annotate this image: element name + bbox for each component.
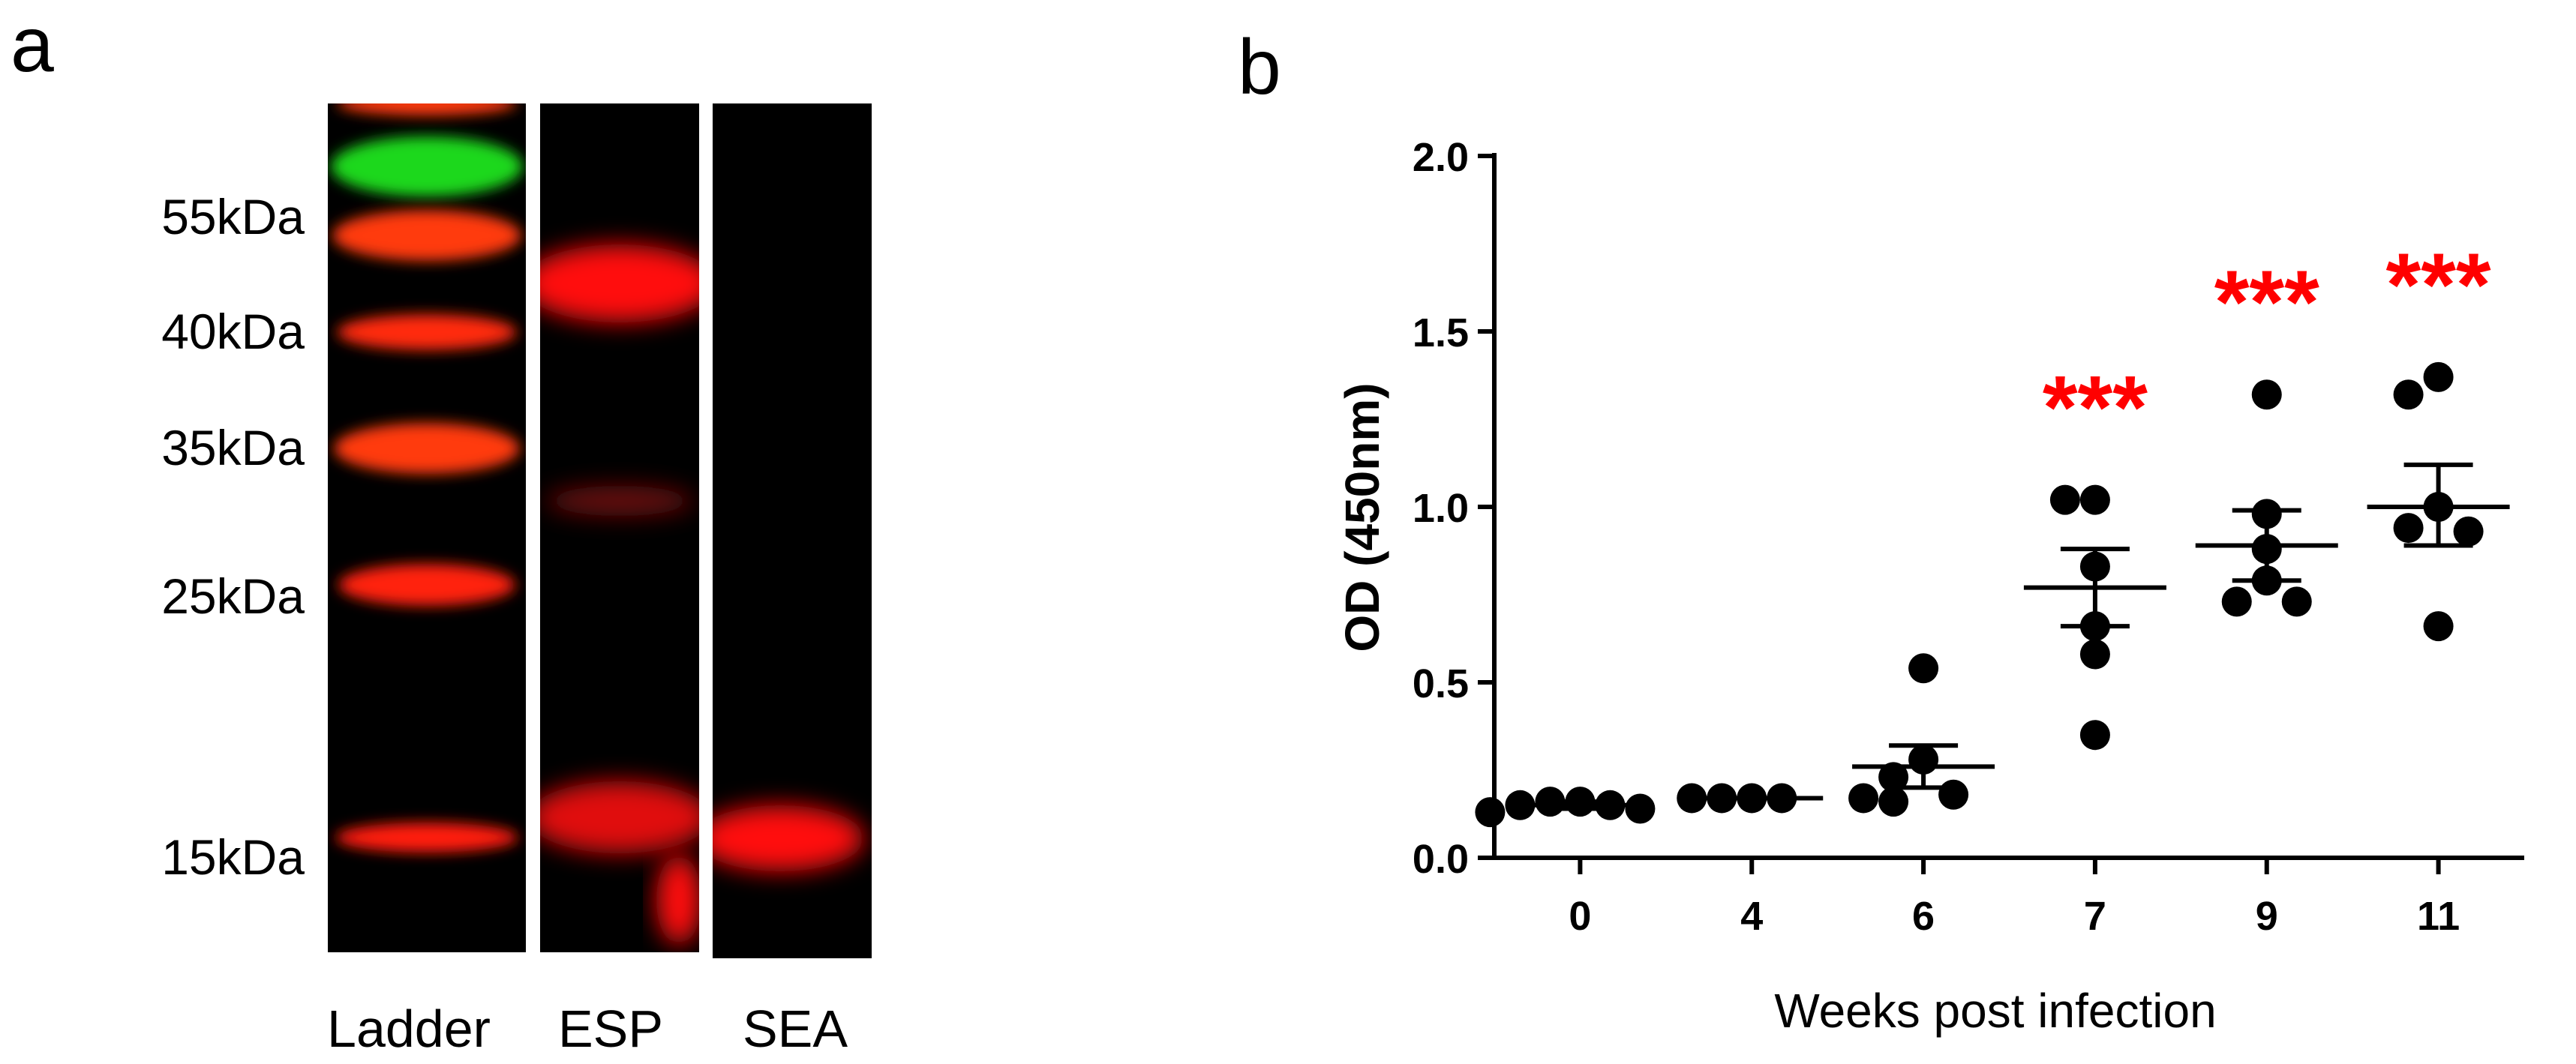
x-tick-label: 11 xyxy=(2417,894,2460,939)
lane-label-esp: ESP xyxy=(558,1000,663,1058)
y-tick-label: 1.0 xyxy=(1413,486,1469,531)
sea-band-15kda xyxy=(713,805,864,871)
y-tick-label: 0.5 xyxy=(1413,661,1469,706)
blot-lane-esp xyxy=(540,103,699,952)
data-point xyxy=(1625,793,1656,824)
esp-band-tail xyxy=(656,855,699,945)
panel-a: a 55kDa 40kDa 35kDa 25kDa 15kDa xyxy=(11,1,872,1058)
data-point xyxy=(1878,787,1909,817)
lane-label-sea: SEA xyxy=(743,1000,848,1058)
data-point xyxy=(1878,762,1909,793)
ladder-band-green xyxy=(331,136,523,196)
data-point xyxy=(2423,361,2454,392)
ladder-band-25kda xyxy=(338,564,515,606)
blot-lane-ladder xyxy=(328,103,526,952)
marker-label-35kda: 35kDa xyxy=(161,420,305,475)
ladder-band-35kda xyxy=(334,423,520,474)
y-tick-label: 0.0 xyxy=(1413,837,1469,882)
panel-b-label: b xyxy=(1238,24,1281,111)
x-tick-label: 6 xyxy=(1912,894,1935,939)
significance-marker: *** xyxy=(2386,235,2491,335)
ladder-band-55kda xyxy=(332,210,521,261)
x-tick-label: 4 xyxy=(1740,894,1763,939)
data-point xyxy=(2049,484,2080,515)
data-point xyxy=(1938,779,1969,810)
significance-marker: *** xyxy=(2214,252,2319,352)
marker-label-55kda: 55kDa xyxy=(161,189,305,244)
data-point xyxy=(2393,379,2424,410)
data-point xyxy=(2079,484,2110,515)
esp-band-low xyxy=(540,781,699,853)
x-tick-label: 9 xyxy=(2256,894,2278,939)
significance-marker: *** xyxy=(2043,358,2148,458)
x-axis-title: Weeks post infection xyxy=(1774,984,2216,1038)
data-point xyxy=(1848,783,1879,814)
data-point xyxy=(2221,586,2252,617)
esp-band-faint xyxy=(545,486,695,516)
data-point xyxy=(2423,611,2454,642)
ladder-band-top xyxy=(337,103,517,115)
data-point xyxy=(1475,797,1506,828)
scatter-plot: 0.0 0.5 1.0 1.5 2.0 0 4 6 7 9 11 *** *** *** xyxy=(1413,135,2524,939)
data-point xyxy=(2281,586,2312,617)
ladder-band-15kda xyxy=(335,823,518,853)
x-tick-label: 7 xyxy=(2084,894,2106,939)
data-point xyxy=(2079,720,2110,751)
x-tick-label: 0 xyxy=(1569,894,1591,939)
marker-label-40kda: 40kDa xyxy=(161,304,305,359)
lane-label-ladder: Ladder xyxy=(327,1000,491,1058)
blot-lane-sea xyxy=(713,103,872,958)
marker-label-25kda: 25kDa xyxy=(161,568,305,624)
data-point xyxy=(2079,639,2110,670)
y-axis-title: OD (450nm) xyxy=(1335,382,1389,652)
panel-b: b 0.0 0.5 1.0 1.5 2.0 0 4 6 7 9 11 *** *** *** OD (45… xyxy=(1238,24,2524,1038)
data-point xyxy=(2453,516,2484,547)
y-tick-label: 1.5 xyxy=(1413,310,1469,355)
data-point xyxy=(2251,379,2282,410)
ladder-band-40kda xyxy=(337,314,517,350)
marker-label-15kda: 15kDa xyxy=(161,829,305,885)
y-tick-label: 2.0 xyxy=(1413,135,1469,180)
data-point xyxy=(2393,513,2424,544)
data-point xyxy=(1908,653,1939,684)
esp-band-main xyxy=(540,244,699,322)
panel-a-label: a xyxy=(11,1,54,88)
